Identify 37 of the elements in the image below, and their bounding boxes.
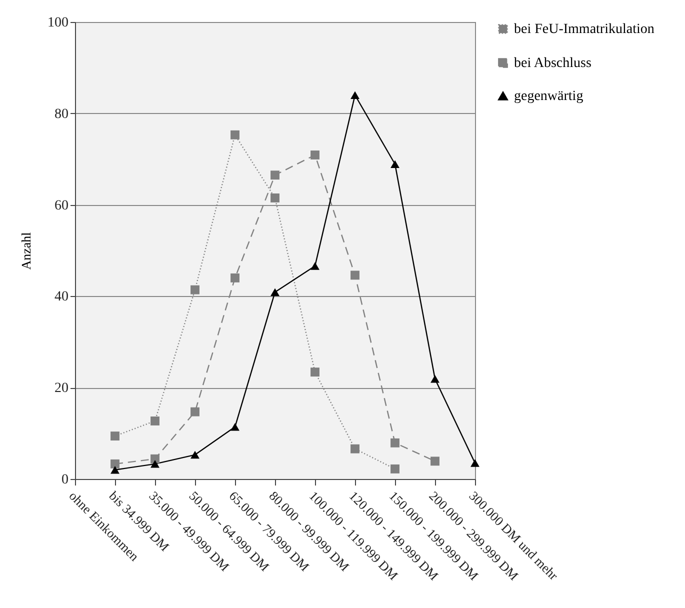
point [390, 160, 400, 168]
y-tick-label: 0 [62, 472, 68, 488]
point [190, 285, 200, 294]
point [430, 375, 440, 383]
point [110, 466, 120, 474]
point [150, 460, 160, 468]
point [350, 444, 360, 454]
point [310, 368, 320, 377]
legend-label: bei Abschluss [514, 56, 592, 71]
y-tick-label: 20 [54, 381, 68, 396]
y-axis-title: Anzahl [18, 232, 34, 270]
point [470, 459, 480, 467]
point [270, 288, 280, 296]
point [110, 459, 120, 468]
legend-label: bei FeU-Immatrikulation [514, 22, 654, 37]
point [270, 170, 280, 180]
y-tick-label: 80 [54, 106, 68, 122]
point [390, 438, 400, 448]
point [430, 456, 440, 466]
point [110, 432, 120, 441]
y-tick-label: 40 [54, 290, 68, 305]
point [310, 262, 320, 270]
point [230, 273, 240, 282]
point [390, 464, 400, 474]
y-tick-label: 60 [54, 198, 68, 214]
point [150, 416, 160, 426]
point [190, 450, 200, 459]
y-tick-label: 100 [48, 16, 68, 30]
point [350, 91, 360, 99]
point [270, 193, 280, 202]
point [230, 423, 240, 431]
legend-label: gegenwärtig [514, 89, 584, 104]
point [190, 407, 200, 416]
point [310, 150, 320, 160]
point [230, 130, 240, 140]
point [150, 454, 160, 464]
point [350, 270, 360, 280]
